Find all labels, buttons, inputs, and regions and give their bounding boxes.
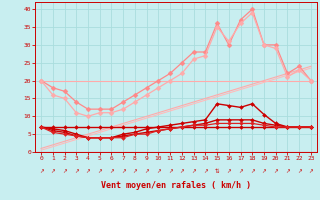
X-axis label: Vent moyen/en rafales ( km/h ): Vent moyen/en rafales ( km/h ) xyxy=(101,181,251,190)
